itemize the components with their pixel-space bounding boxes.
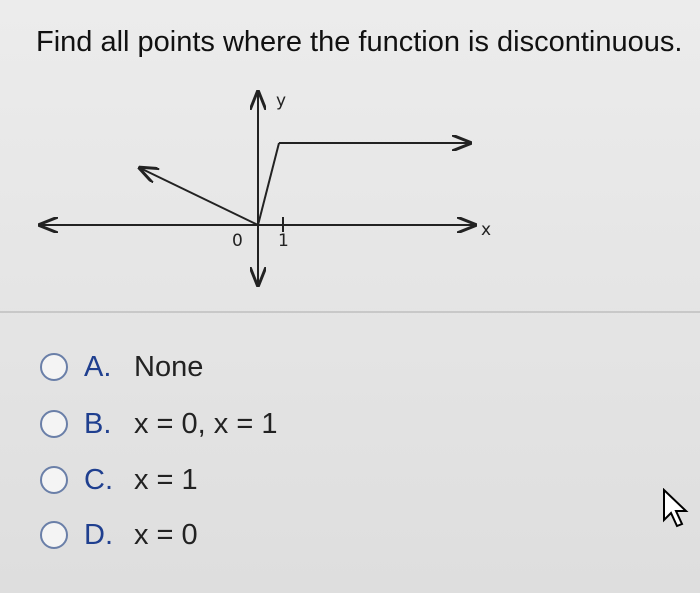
option-text: None xyxy=(134,350,204,383)
option[interactable]: B. x = 0, x = 1 xyxy=(40,404,277,444)
option-text: x = 1 xyxy=(134,463,198,496)
axis-label: x xyxy=(481,220,491,240)
option-letter: D. xyxy=(84,518,113,551)
mouse-cursor xyxy=(663,488,689,528)
option-letter: A. xyxy=(84,350,112,383)
function-graph: y x 0 1 xyxy=(0,80,491,300)
separator xyxy=(0,311,700,313)
option[interactable]: D. x = 0 xyxy=(40,515,198,555)
option[interactable]: A. None xyxy=(40,347,203,387)
graph-segment xyxy=(140,168,259,226)
radio-button[interactable] xyxy=(40,410,68,438)
option[interactable]: C. x = 1 xyxy=(40,460,198,500)
option-text: x = 0, x = 1 xyxy=(134,407,278,440)
tick-label: 1 xyxy=(278,231,289,251)
radio-button[interactable] xyxy=(40,353,68,381)
tick-label: 0 xyxy=(232,231,243,251)
axis-label: y xyxy=(276,91,286,111)
graph-segment xyxy=(257,142,280,226)
option-letter: C. xyxy=(84,463,113,496)
radio-button[interactable] xyxy=(40,521,68,549)
question-text: Find all points where the function is di… xyxy=(36,26,683,58)
option-letter: B. xyxy=(84,407,112,440)
option-text: x = 0 xyxy=(134,518,198,551)
radio-button[interactable] xyxy=(40,466,68,494)
